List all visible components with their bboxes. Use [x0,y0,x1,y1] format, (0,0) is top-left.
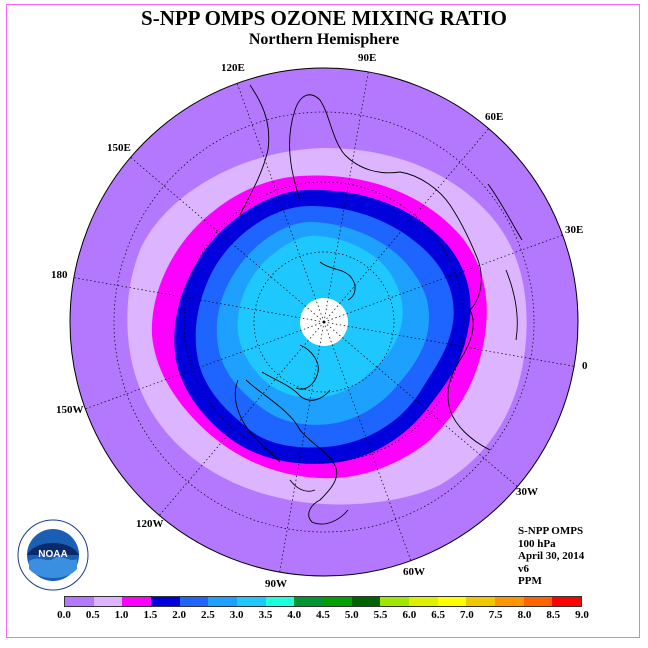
colorbar-swatch [65,597,94,606]
map-title: S-NPP OMPS OZONE MIXING RATIO [141,6,507,30]
colorbar-tick-label: 5.0 [344,609,359,621]
lon-label-60e: 60E [485,111,504,123]
graticule [70,68,578,576]
colorbar-tick-label: 7.0 [460,609,474,621]
colorbar-tick-label: 8.5 [546,609,561,621]
lon-label-30w: 30W [516,486,538,498]
colorbar-swatch [409,597,438,606]
colorbar-swatch [237,597,266,606]
colorbar-swatch [265,597,295,606]
colorbar-tick-label: 2.5 [201,609,215,621]
colorbar-tick-label: 3.0 [229,609,244,621]
colorbar-tick-label: 1.5 [143,609,158,621]
colorbar-tick-label: 4.5 [316,609,330,621]
colorbar-tick-label: 6.0 [402,609,417,621]
map-boundary [69,67,579,577]
info-block: S-NPP OMPS 100 hPa April 30, 2014 v6 PPM [518,525,584,588]
info-units: PPM [518,575,542,587]
colorbar-tick-label: 2.0 [172,609,186,621]
colorbar-swatch [351,597,381,606]
colorbar-swatch [466,597,496,606]
info-instrument: S-NPP OMPS [518,525,584,537]
colorbar-tick-label: 7.5 [488,609,503,621]
colorbar-swatch [552,597,582,606]
colorbar-swatch [495,597,524,606]
lon-label-180: 180 [51,269,68,281]
colorbar-swatch [208,597,238,606]
colorbar-swatch [380,597,410,606]
plot-frame [6,4,640,638]
colorbar [64,596,582,607]
info-version: v6 [518,562,529,575]
lon-label-120e: 120E [221,62,245,74]
lon-label-150w: 150W [56,404,84,416]
colorbar-swatch [179,597,209,606]
colorbar-tick-label: 1.0 [114,609,129,621]
colorbar-swatch [523,597,553,606]
colorbar-swatch [323,597,352,606]
lon-label-30e: 30E [565,224,584,236]
info-date: April 30, 2014 [518,550,585,562]
colorbar-swatch [294,597,324,606]
colorbar-tick-label: 0.5 [85,609,100,621]
lon-label-0: 0 [582,360,588,372]
lon-label-90w: 90W [265,578,287,590]
info-pressure: 100 hPa [518,537,556,550]
colorbar-swatch [122,597,152,606]
colorbar-tick-label: 4.0 [287,609,302,621]
noaa-logo: NOAA [17,519,89,591]
lon-label-150e: 150E [107,142,131,154]
colorbar-swatch [437,597,467,606]
colorbar-tick-label: 5.5 [373,609,388,621]
colorbar-tick-label: 0.0 [57,609,71,621]
lon-label-60w: 60W [403,566,425,578]
colorbar-tick-labels: 0.0 0.5 1.0 1.5 2.0 2.5 3.0 3.5 4.0 4.5 5.0 5.5 6.0 6… [50,609,598,623]
lon-label-90e: 90E [358,52,377,64]
colorbar-tick-label: 6.5 [431,609,445,621]
coastlines [234,84,523,525]
map-subtitle: Northern Hemisphere [248,31,400,48]
colorbar-swatch [151,597,180,606]
colorbar-tick-label: 9.0 [575,609,589,621]
colorbar-tick-label: 8.0 [517,609,532,621]
colorbar-tick-label: 3.5 [258,609,273,621]
lon-label-120w: 120W [136,518,164,530]
colorbar-swatch [93,597,123,606]
noaa-logo-text: NOAA [38,549,67,560]
